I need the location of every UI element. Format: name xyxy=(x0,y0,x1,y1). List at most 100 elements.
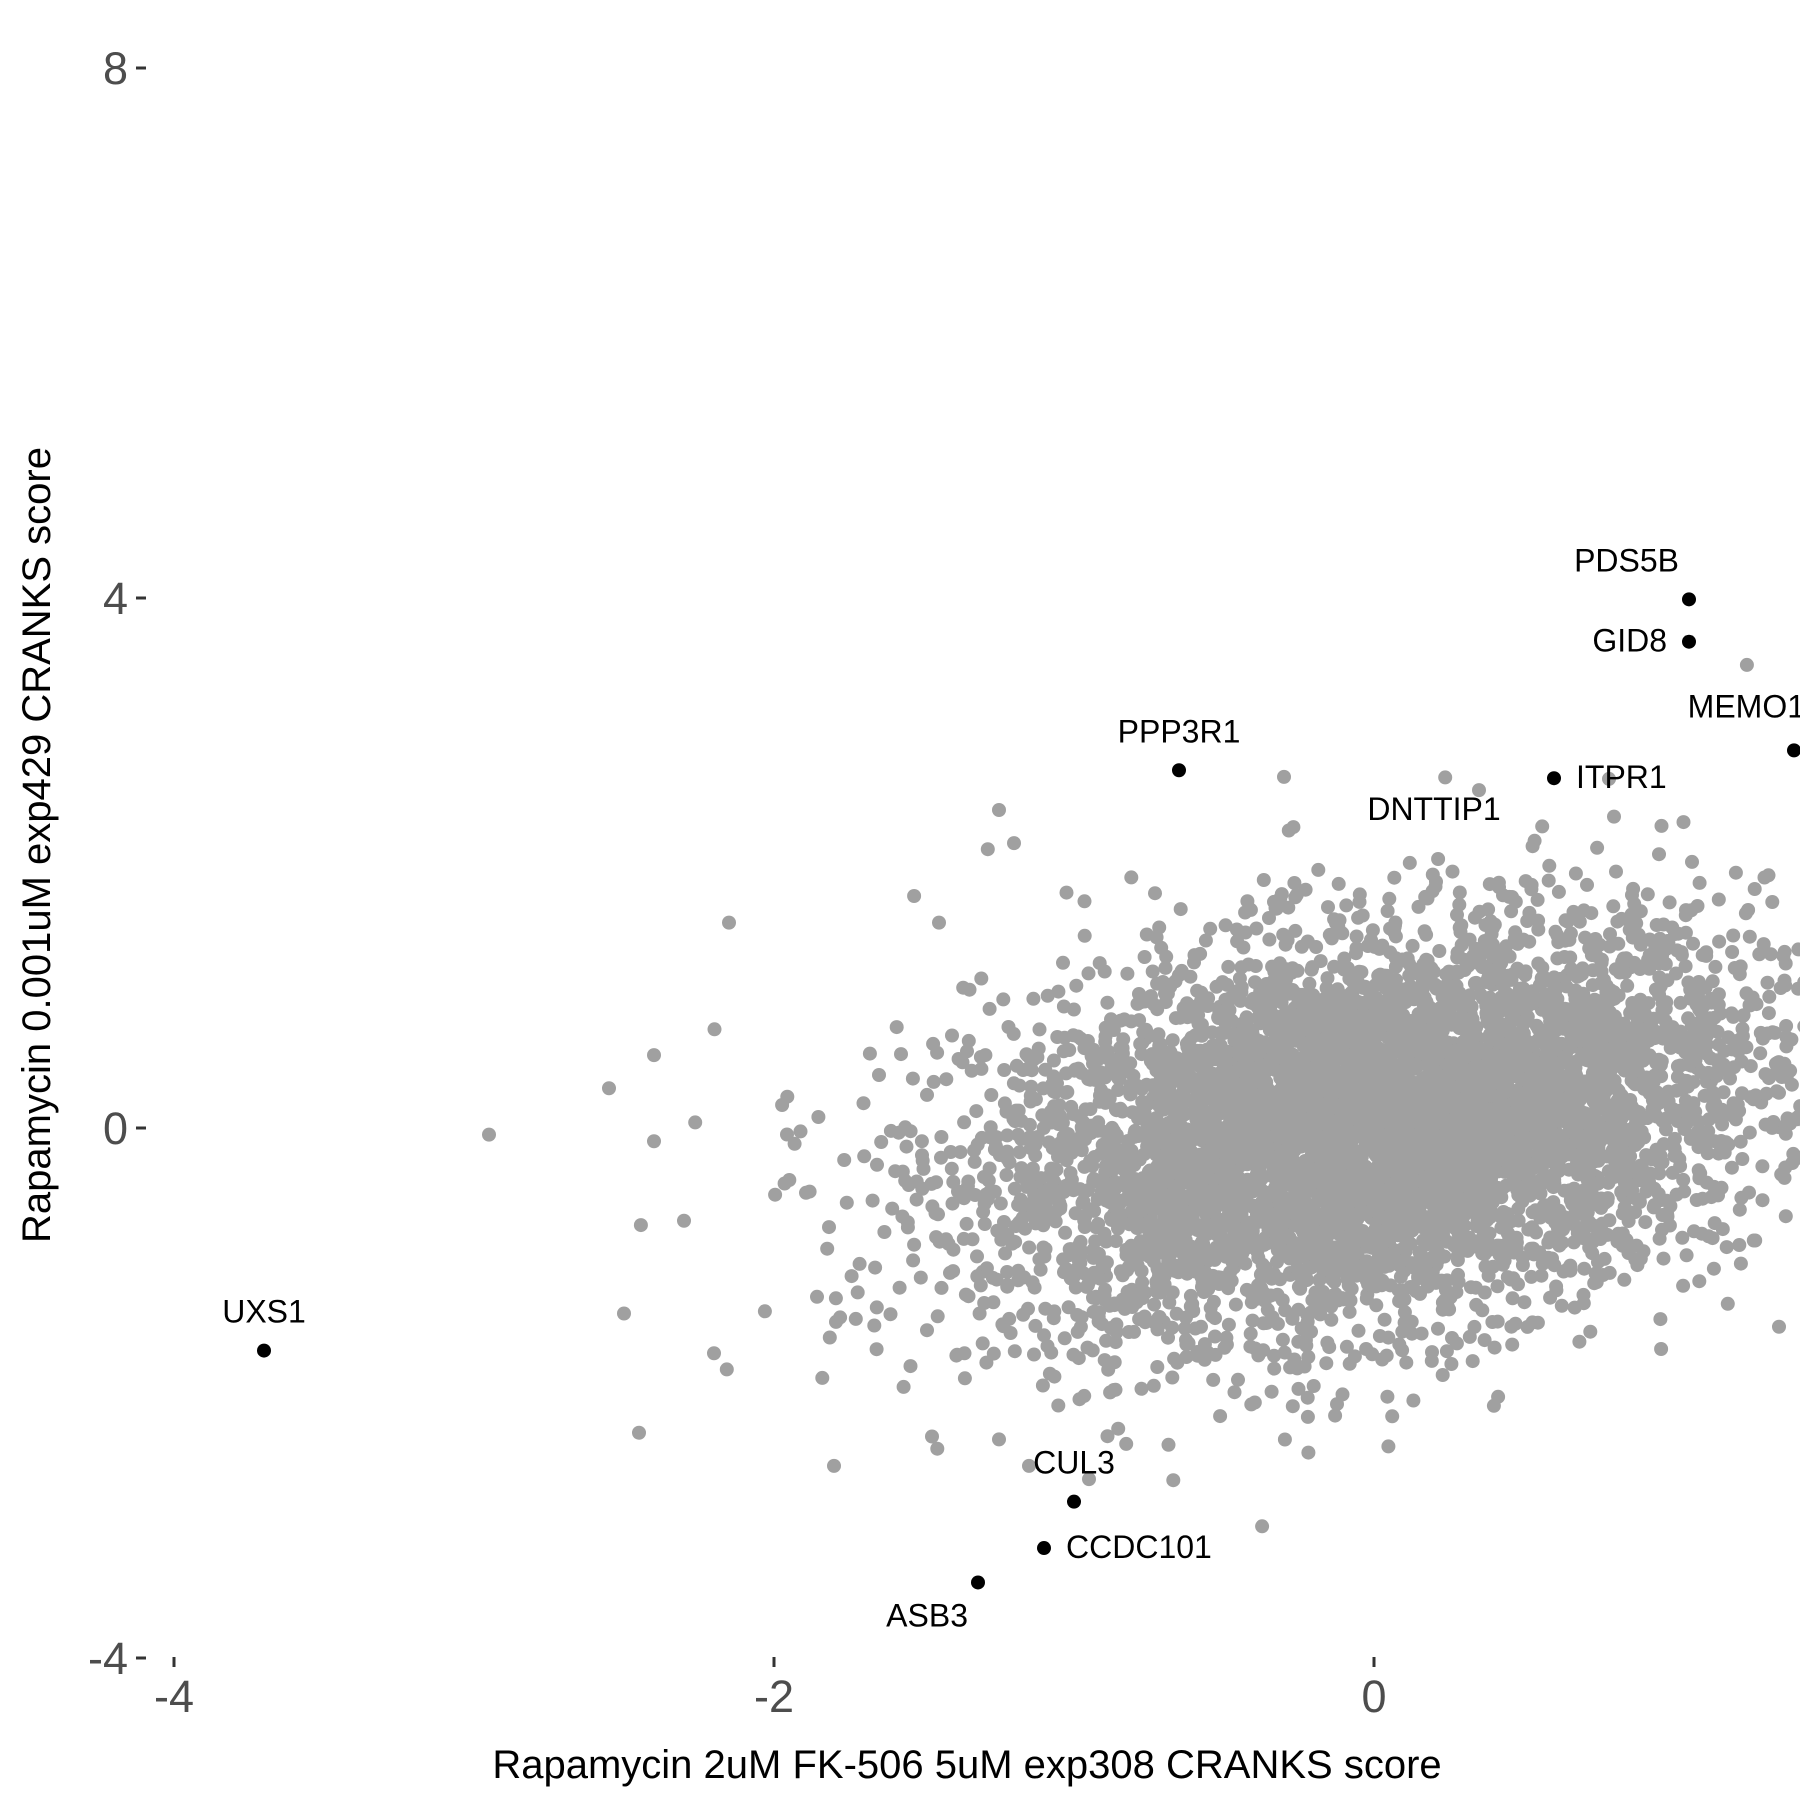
background-point xyxy=(869,1342,884,1357)
background-point xyxy=(1042,1135,1057,1150)
background-point xyxy=(913,1270,928,1285)
background-point xyxy=(1669,966,1683,981)
background-point xyxy=(1302,976,1317,991)
background-point xyxy=(1375,1352,1390,1367)
background-point xyxy=(1668,927,1682,941)
background-point xyxy=(1080,1340,1095,1355)
background-point xyxy=(1450,1253,1465,1267)
background-point xyxy=(957,1371,972,1386)
background-point xyxy=(1380,904,1395,918)
background-point xyxy=(1320,971,1335,986)
background-point xyxy=(1706,1261,1721,1276)
background-point xyxy=(1000,1265,1015,1279)
background-point xyxy=(1742,929,1757,944)
background-point xyxy=(1382,891,1397,906)
background-point xyxy=(1040,988,1055,1003)
background-point xyxy=(1170,1355,1185,1370)
background-point xyxy=(1002,1311,1017,1326)
background-point xyxy=(1286,820,1301,835)
background-point xyxy=(869,1300,884,1315)
background-point xyxy=(1026,991,1041,1006)
background-point xyxy=(994,1145,1009,1160)
background-point xyxy=(892,1280,907,1295)
background-point xyxy=(930,1045,945,1060)
background-point xyxy=(930,1309,945,1324)
background-point xyxy=(1576,1296,1591,1311)
background-point xyxy=(1385,1409,1400,1424)
background-point xyxy=(1675,1230,1690,1245)
background-point xyxy=(1060,1085,1075,1099)
background-point xyxy=(895,1209,910,1224)
background-point xyxy=(1099,1255,1114,1270)
background-point xyxy=(1583,1324,1598,1339)
background-point xyxy=(980,842,995,857)
background-point xyxy=(1256,873,1271,887)
background-point xyxy=(1135,1284,1150,1299)
background-point xyxy=(1211,1172,1226,1187)
background-point xyxy=(1308,1285,1323,1300)
background-point xyxy=(1208,1329,1222,1344)
background-point xyxy=(1007,1344,1022,1359)
background-point xyxy=(1037,1328,1051,1343)
background-point xyxy=(1035,1108,1050,1123)
background-point xyxy=(1248,959,1263,973)
background-point xyxy=(1291,1381,1306,1396)
background-point xyxy=(1166,1473,1181,1488)
background-point xyxy=(1509,1230,1524,1245)
background-point xyxy=(1452,897,1467,912)
background-point xyxy=(1301,1350,1316,1364)
background-point xyxy=(1584,948,1599,963)
background-point xyxy=(1243,1339,1258,1354)
background-point xyxy=(1220,1045,1235,1060)
background-point xyxy=(1554,1298,1569,1313)
background-point xyxy=(815,1370,830,1385)
background-point xyxy=(1069,978,1084,993)
background-point xyxy=(1585,978,1600,993)
background-point xyxy=(1071,1351,1086,1366)
background-point xyxy=(998,1246,1013,1261)
background-point xyxy=(1535,1256,1550,1271)
background-point xyxy=(1411,1135,1426,1150)
background-point xyxy=(1431,852,1446,866)
background-point xyxy=(1584,1115,1599,1130)
background-point xyxy=(1153,1285,1168,1300)
background-point xyxy=(1530,892,1545,907)
background-point xyxy=(1249,921,1264,936)
background-point xyxy=(1209,979,1224,994)
background-point xyxy=(900,1220,915,1235)
background-point xyxy=(707,1022,722,1037)
background-point xyxy=(1218,918,1233,933)
background-point xyxy=(1582,1214,1596,1229)
background-point xyxy=(1467,1319,1482,1334)
background-point xyxy=(1047,1369,1062,1384)
background-point xyxy=(1527,833,1542,848)
background-point xyxy=(920,1087,934,1102)
background-point xyxy=(1267,1348,1281,1363)
background-point xyxy=(1147,1297,1162,1312)
background-point xyxy=(1124,870,1139,885)
background-point xyxy=(1331,876,1346,891)
background-point xyxy=(1396,1283,1411,1298)
background-point xyxy=(1098,1029,1113,1044)
background-point xyxy=(1505,1291,1520,1306)
background-point xyxy=(1108,1335,1123,1350)
background-point xyxy=(926,1074,941,1089)
background-point xyxy=(1524,1269,1539,1284)
background-point xyxy=(1464,1280,1478,1295)
background-point xyxy=(1299,1338,1314,1353)
background-point xyxy=(941,1236,956,1251)
background-point xyxy=(1134,995,1148,1010)
background-point xyxy=(1161,1330,1175,1345)
background-point xyxy=(1221,1281,1236,1296)
background-point xyxy=(1652,1166,1667,1181)
background-point xyxy=(1342,1356,1357,1371)
background-point xyxy=(1580,877,1594,892)
background-point xyxy=(1000,1128,1015,1143)
background-point xyxy=(1432,944,1447,958)
background-point xyxy=(1577,1261,1592,1276)
background-point xyxy=(1137,950,1152,964)
background-point xyxy=(1009,1103,1024,1118)
background-point xyxy=(1300,934,1315,949)
background-point xyxy=(1686,936,1700,951)
background-point xyxy=(951,1052,966,1066)
